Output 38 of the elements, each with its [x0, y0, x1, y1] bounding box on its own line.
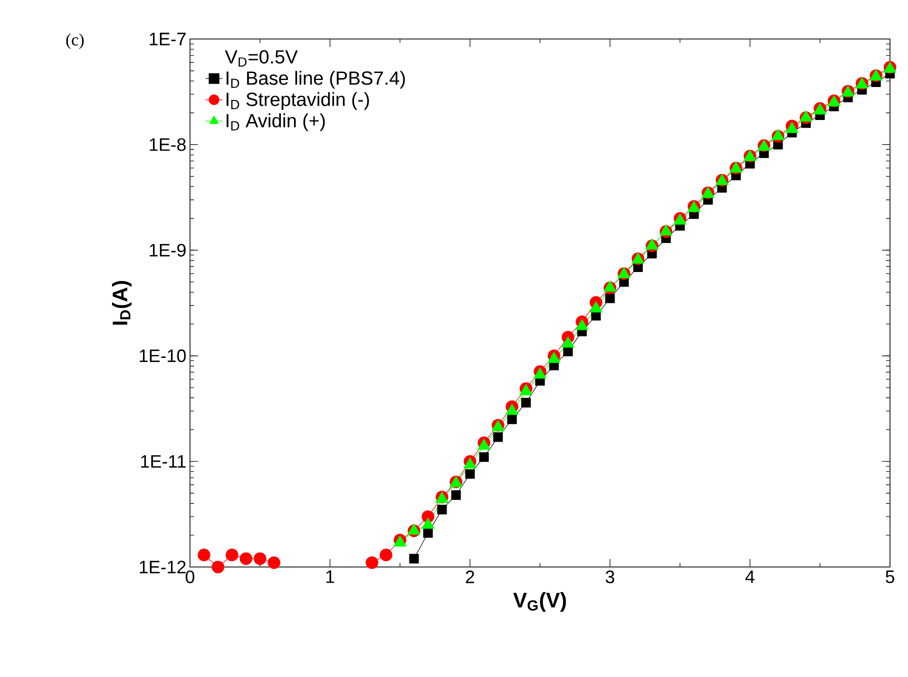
point: [409, 554, 419, 564]
point: [212, 560, 224, 574]
x-tick-label: 4: [745, 570, 754, 583]
y-tick-label: 1E-11: [141, 455, 186, 468]
point: [605, 294, 615, 304]
point: [198, 548, 210, 562]
point: [479, 452, 489, 462]
point: [507, 414, 517, 424]
point: [437, 504, 447, 514]
point: [254, 552, 266, 565]
point: [268, 556, 280, 569]
point: [380, 548, 392, 562]
point: [226, 548, 238, 562]
point: [521, 398, 531, 408]
y-tick-label: 1E-10: [140, 349, 186, 362]
legend-label: I$_{D}$ Streptavidin (-): [226, 92, 369, 110]
x-tick-label: 0: [186, 570, 194, 584]
legend-title: V$_{D}$=0.5V: [224, 50, 298, 67]
point: [465, 469, 475, 479]
x-tick-label: 3: [606, 570, 614, 584]
point: [493, 432, 503, 442]
y-tick-label: 1E-7: [150, 32, 186, 46]
y-tick-label: 1E-9: [150, 244, 186, 257]
x-axis-title: V$_{G}$(V): [513, 592, 566, 612]
point: [451, 490, 461, 500]
x-tick-label: 2: [466, 570, 474, 584]
point: [366, 556, 378, 569]
y-tick-label: 1E-12: [140, 560, 186, 574]
x-tick-label: 5: [886, 570, 894, 584]
legend-label: I$_{D}$ Base line (PBS7.4): [226, 70, 405, 89]
y-tick-label: 1E-8: [150, 138, 186, 151]
legend-label: I$_{D}$ Avidin (+): [226, 113, 325, 132]
point: [423, 528, 433, 538]
point: [240, 552, 252, 565]
text: (c): [66, 34, 84, 49]
y-axis-title: I$_{D}$(A): [112, 281, 132, 325]
x-tick-label: 1: [326, 570, 334, 583]
point: [563, 346, 573, 356]
